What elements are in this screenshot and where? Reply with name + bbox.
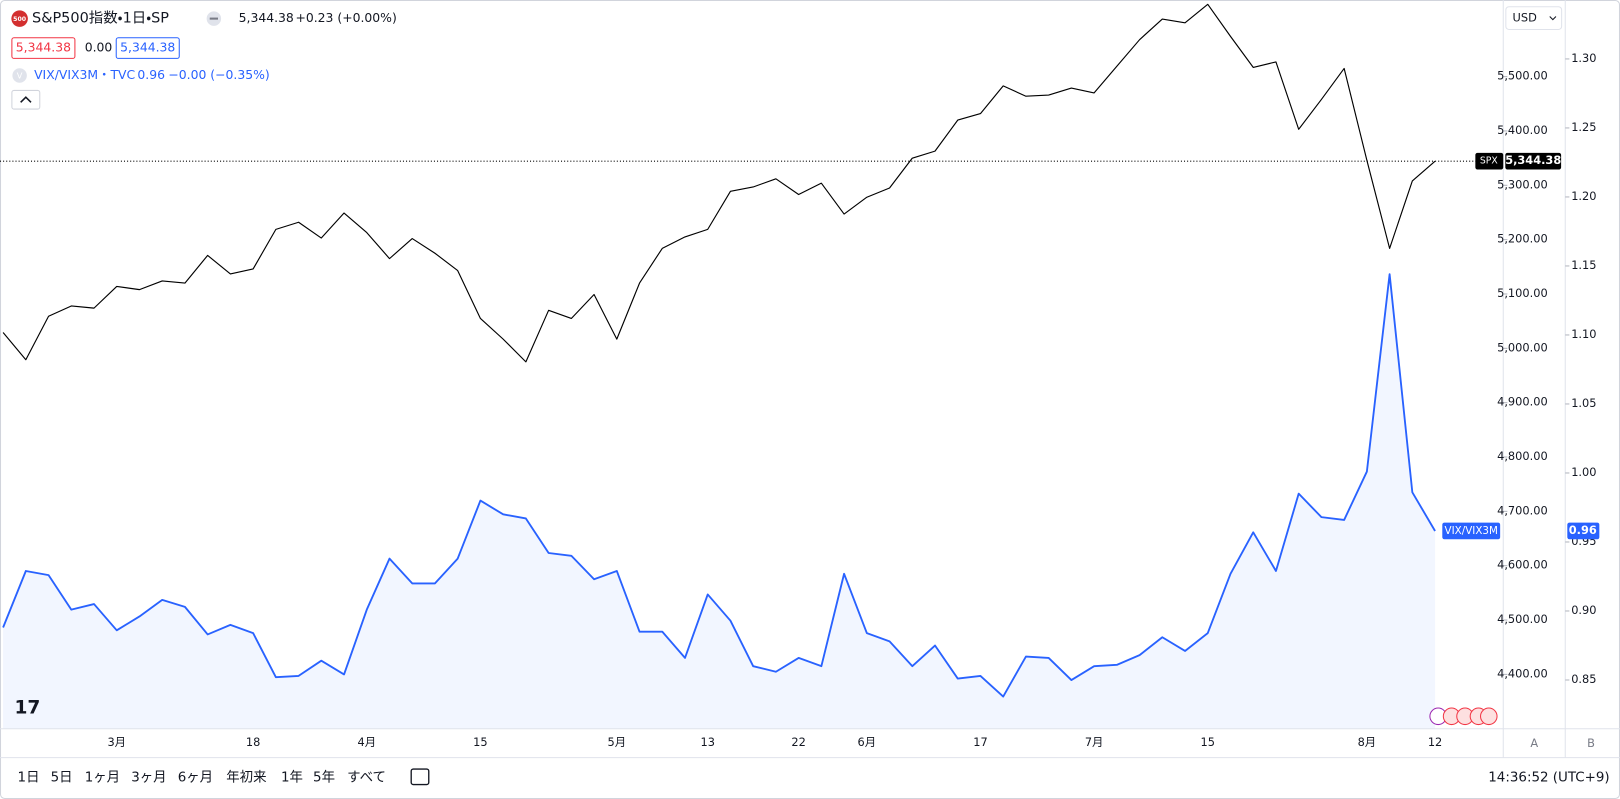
series-tag-label: SPX xyxy=(1480,156,1499,167)
currency-button[interactable] xyxy=(1505,6,1563,30)
collapse-button[interactable] xyxy=(11,89,41,110)
event-flag[interactable] xyxy=(1480,707,1498,726)
last-price-label: 0.96 xyxy=(1569,523,1597,537)
y-tick-label: 5,000.00 xyxy=(1497,340,1548,354)
y2-tick-label: 1.20 xyxy=(1571,189,1596,203)
x-tick-label: 15 xyxy=(473,735,487,749)
last-price-label: 5,344.38 xyxy=(1505,153,1561,167)
clock: 14:36:52 (UTC+9) xyxy=(1488,770,1609,785)
x-tick-label: 5月 xyxy=(608,735,627,749)
y2-tick-label: 0.85 xyxy=(1571,672,1596,686)
last-price-tag xyxy=(1567,522,1600,540)
y2-tick-label: 1.15 xyxy=(1571,258,1596,272)
series-line xyxy=(2,3,1436,363)
ask-box[interactable] xyxy=(115,37,180,59)
overlay-change: −0.00 (−0.35%) xyxy=(168,67,269,82)
y-tick-label: 4,600.00 xyxy=(1497,558,1548,572)
y2-tick-label: 1.10 xyxy=(1571,327,1596,341)
spread: 0.00 xyxy=(85,40,113,55)
symbol-logo xyxy=(11,10,28,27)
x-tick-label: 6月 xyxy=(858,735,877,749)
range-button[interactable]: すべて xyxy=(347,769,386,785)
auto-scale-button[interactable] xyxy=(1522,734,1546,754)
range-bar: 1日 5日 1ヶ月 3ヶ月 6ヶ月 年初来 1年 5年 すべて xyxy=(18,769,386,785)
overlay-logo xyxy=(12,68,27,83)
overlay-name[interactable]: VIX/VIX3M・TVC xyxy=(34,67,135,82)
x-tick-label: 22 xyxy=(791,735,805,749)
range-button[interactable]: 6ヶ月 xyxy=(178,770,213,785)
y-tick-label: 5,300.00 xyxy=(1497,177,1548,191)
y2-tick-label: 1.00 xyxy=(1571,465,1596,479)
x-tick-label: 3月 xyxy=(107,735,126,749)
y-tick-label: 5,500.00 xyxy=(1497,69,1548,83)
area-fill xyxy=(3,274,1436,729)
series-tag xyxy=(1442,522,1501,540)
auto-scale-label: A xyxy=(1530,736,1538,750)
header-change: +0.23 (+0.00%) xyxy=(295,10,396,25)
y-tick-label: 4,800.00 xyxy=(1497,449,1548,463)
y-tick-label: 4,500.00 xyxy=(1497,612,1548,626)
x-tick-label: 17 xyxy=(973,735,987,749)
x-tick-label: 15 xyxy=(1201,735,1215,749)
range-button[interactable]: 1日 xyxy=(18,770,40,785)
range-button[interactable]: 5日 xyxy=(51,770,73,785)
y-tick-label: 5,100.00 xyxy=(1497,286,1548,300)
y2-tick-label: 1.05 xyxy=(1571,396,1596,410)
ask-price: 5,344.38 xyxy=(120,40,175,55)
range-button[interactable]: 5年 xyxy=(313,769,335,785)
range-button[interactable]: 年初来 xyxy=(226,769,266,785)
series-tag xyxy=(1475,152,1504,170)
range-button[interactable]: 1年 xyxy=(281,769,303,785)
y-tick-label: 5,200.00 xyxy=(1497,232,1548,246)
event-flags xyxy=(1429,707,1498,726)
tv-logo: 17 xyxy=(14,698,40,719)
plot-area xyxy=(0,3,1504,729)
symbol-logo-text: 500 xyxy=(13,16,27,23)
x-tick-label: 13 xyxy=(700,735,714,749)
series-tag-label: VIX/VIX3M xyxy=(1445,525,1498,537)
currency-chevron xyxy=(1549,16,1557,21)
x-tick-label: 7月 xyxy=(1085,735,1104,749)
x-tick-label: 12 xyxy=(1428,735,1442,749)
symbol-title[interactable]: S&P500指数・1日・SP xyxy=(32,10,169,27)
bid-box[interactable] xyxy=(11,37,76,59)
x-tick-label: 18 xyxy=(246,735,260,749)
y-tick-label: 4,400.00 xyxy=(1497,666,1548,680)
header-price: 5,344.38 xyxy=(239,10,294,25)
overlay-price: 0.96 xyxy=(137,67,165,82)
bid-price: 5,344.38 xyxy=(16,40,71,55)
y-tick-label: 4,700.00 xyxy=(1497,503,1548,517)
y2-tick-label: 1.25 xyxy=(1571,120,1596,134)
y2-tick-label: 1.30 xyxy=(1571,51,1596,65)
overlay-logo-text: V xyxy=(17,70,23,80)
range-button[interactable]: 3ヶ月 xyxy=(131,770,166,785)
range-button[interactable]: 1ヶ月 xyxy=(85,770,120,785)
last-price-tag xyxy=(1505,152,1562,170)
date-range-icon[interactable] xyxy=(410,768,430,786)
x-tick-label: 4月 xyxy=(357,735,376,749)
y-tick-label: 5,400.00 xyxy=(1497,123,1548,137)
collapse-icon xyxy=(20,96,32,103)
x-tick-label: 8月 xyxy=(1358,735,1377,749)
series-line xyxy=(2,273,1436,698)
y2-tick-label: 0.90 xyxy=(1571,603,1596,617)
y-tick-label: 4,900.00 xyxy=(1497,395,1548,409)
log-scale-label[interactable]: B xyxy=(1587,736,1595,750)
currency-label: USD xyxy=(1513,11,1538,25)
